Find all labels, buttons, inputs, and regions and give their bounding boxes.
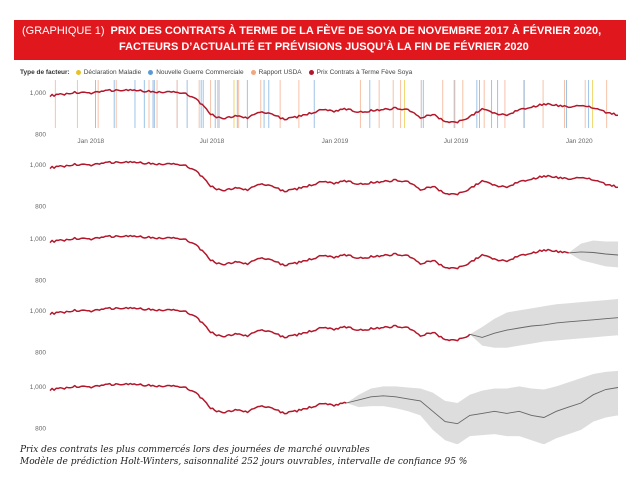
charts-area: 1,000 800 Jan 2018 Jul 2018 Jan 2019 Jul 2019… (30, 80, 619, 444)
forecast-confidence-band (568, 240, 618, 268)
legend-item-usda: Rapport USDA (250, 68, 302, 76)
legend-label: Prix Contrats à Terme Fève Soya (316, 68, 413, 76)
x-tick-label: Jul 2018 (200, 138, 225, 145)
legend-item-disease: Déclaration Maladie (75, 68, 142, 76)
price-series-line (49, 160, 619, 196)
y-tick-label: 1,000 (30, 236, 47, 243)
y-tick-label: 1,000 (30, 384, 47, 391)
x-tick-label: Jul 2019 (444, 138, 469, 145)
y-tick-label: 800 (35, 131, 46, 138)
forecast-confidence-band (346, 370, 618, 444)
x-tick-label: Jan 2018 (77, 138, 104, 145)
legend: Type de facteur: Déclaration Maladie Nou… (20, 66, 419, 78)
legend-dot (148, 69, 154, 75)
y-tick-label: 1,000 (30, 162, 47, 169)
y-tick-label: 800 (35, 349, 46, 356)
price-series-line (49, 382, 347, 415)
footer-notes: Prix des contrats les plus commercés lor… (20, 444, 467, 468)
forecast-confidence-band (469, 299, 618, 348)
legend-dot (75, 69, 81, 75)
legend-header: Type de facteur: (20, 68, 70, 76)
forecast-line (469, 317, 619, 338)
y-tick-label: 800 (35, 277, 46, 284)
x-tick-label: Jan 2019 (322, 138, 349, 145)
forecast-line (346, 387, 619, 425)
y-tick-label: 1,000 (30, 308, 47, 315)
chart-title-line-2: FACTEURS D’ACTUALITÉ ET PRÉVISIONS JUSQU… (119, 41, 529, 53)
legend-dot (308, 69, 314, 75)
legend-dot (250, 69, 256, 75)
price-series-line (49, 88, 619, 124)
footer-note-1: Prix des contrats les plus commercés lor… (20, 445, 370, 455)
price-series-line (49, 306, 471, 342)
x-tick-label: Jan 2020 (566, 138, 593, 145)
chart-title-line-1: PRIX DES CONTRATS À TERME DE LA FÈVE DE … (110, 25, 602, 37)
chart-number-label: (GRAPHIQUE 1) (22, 25, 105, 37)
title-line-1: (GRAPHIQUE 1) PRIX DES CONTRATS À TERME D… (22, 23, 618, 39)
legend-item-price: Prix Contrats à Terme Fève Soya (308, 68, 413, 76)
legend-item-trade-war: Nouvelle Guerre Commerciale (148, 68, 244, 76)
legend-label: Déclaration Maladie (83, 68, 142, 76)
y-tick-label: 800 (35, 203, 46, 210)
forecast-line (568, 251, 619, 256)
y-tick-label: 800 (35, 425, 46, 432)
price-series-line (49, 234, 569, 270)
footer-note-2: Modèle de prédiction Holt-Winters, saiso… (20, 457, 468, 467)
y-tick-label: 1,000 (30, 90, 47, 97)
legend-label: Nouvelle Guerre Commerciale (156, 68, 244, 76)
title-banner: (GRAPHIQUE 1) PRIX DES CONTRATS À TERME D… (14, 20, 626, 60)
legend-label: Rapport USDA (258, 68, 302, 76)
